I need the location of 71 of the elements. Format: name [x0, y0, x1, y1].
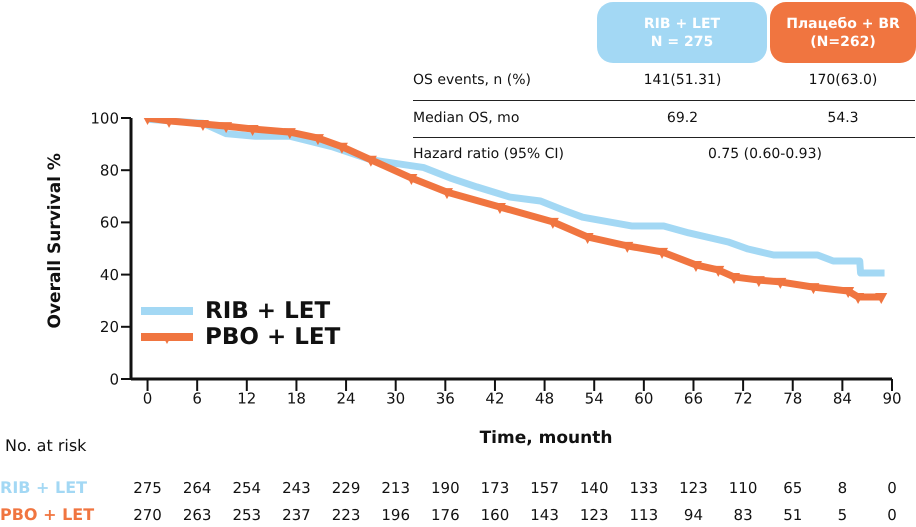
text: 243	[281, 479, 312, 497]
x-tick-label: 18	[286, 390, 306, 408]
text: No. at risk	[5, 436, 86, 455]
text: 65	[782, 479, 804, 497]
text: 8	[836, 479, 848, 497]
text: 213	[380, 479, 411, 497]
legend-label: RIB + LET	[205, 298, 330, 324]
text: RIB + LET N = 275	[597, 2, 767, 63]
y-tick-label: 60	[100, 214, 119, 232]
x-tick-label: 54	[584, 390, 604, 408]
x-tick-label: 48	[535, 390, 554, 408]
text: 160	[480, 506, 510, 524]
text: 123	[678, 479, 709, 497]
y-tick-label: 80	[100, 162, 119, 180]
text: 176	[430, 506, 461, 524]
x-tick-label: 78	[783, 390, 802, 408]
x-tick-label: 90	[882, 390, 902, 408]
x-tick-label: 66	[684, 390, 704, 408]
text: 275	[132, 479, 163, 497]
text: 51	[782, 506, 804, 524]
text: 123	[578, 506, 610, 524]
y-axis-title: Overall Survival %	[45, 153, 66, 328]
text: 223	[330, 506, 362, 524]
x-tick-label: 30	[386, 390, 406, 408]
text: 0	[886, 479, 898, 497]
text: 5	[836, 506, 848, 524]
text: 254	[231, 479, 262, 497]
text: 263	[182, 506, 212, 524]
x-tick-label: 42	[485, 390, 505, 408]
annotation: 54.3	[826, 110, 860, 126]
text: Плацебо + BR (N=262)	[770, 2, 916, 63]
text: 264	[182, 479, 212, 497]
text: 237	[281, 506, 312, 524]
text: 270	[132, 506, 163, 524]
text: 94	[682, 506, 704, 524]
text: 190	[430, 479, 461, 497]
text: RIB + LET	[0, 478, 88, 497]
text: 196	[380, 506, 411, 524]
text: 83	[732, 506, 754, 524]
x-tick-label: 24	[336, 390, 356, 408]
y-tick-label: 0	[109, 370, 119, 388]
text: 141(51.31)	[642, 72, 722, 88]
text: 110	[728, 479, 758, 497]
x-tick-label: 6	[192, 390, 202, 408]
text: PBO + LET	[0, 505, 94, 524]
annotation: Hazard ratio (95% CI)	[413, 146, 564, 162]
text: 140	[578, 479, 610, 497]
x-tick-label: 60	[634, 390, 654, 408]
annotation: 69.2	[666, 110, 700, 126]
text: 157	[529, 479, 560, 497]
x-tick-label: 72	[734, 390, 753, 408]
x-tick-label: 36	[436, 390, 455, 408]
y-tick-label: 40	[100, 266, 119, 284]
x-tick-label: 0	[142, 390, 152, 408]
text: 143	[529, 506, 560, 524]
x-tick-label: 12	[237, 390, 256, 408]
text: 170(63.0)	[808, 72, 878, 88]
text: 113	[628, 506, 660, 524]
y-tick-label: 100	[90, 109, 119, 128]
x-tick-label: 84	[832, 390, 852, 408]
text: 253	[231, 506, 262, 524]
y-tick-label: 20	[100, 318, 119, 336]
annotation: 0.75 (0.60-0.93)	[707, 146, 823, 162]
x-axis-title: Time, mounth	[478, 428, 614, 448]
text: 0	[886, 506, 898, 524]
text: 133	[628, 479, 660, 497]
annotation: Median OS, mo	[413, 110, 520, 126]
text: 173	[480, 479, 510, 497]
text: OS events, n (%)	[413, 72, 531, 88]
legend-label: PBO + LET	[205, 324, 340, 350]
text: 229	[330, 479, 362, 497]
